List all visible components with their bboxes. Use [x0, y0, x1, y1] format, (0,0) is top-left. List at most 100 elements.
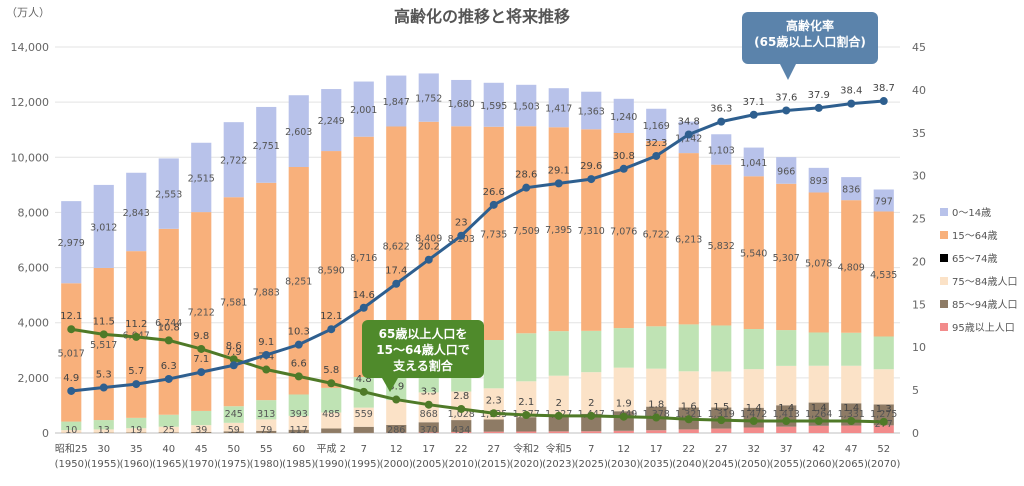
- bar-data-labels: 105,0172,979135,5173,012196,0472,843256,…: [58, 94, 898, 436]
- bar-segment: [549, 431, 569, 433]
- callout-support-ratio-text: 支える割合: [392, 358, 454, 373]
- bar-data-label: 7,310: [578, 226, 605, 237]
- bar-data-label: 2,722: [220, 156, 247, 167]
- x-axis-labels: 昭和25(1950)30(1955)35(1960)40(1965)45(197…: [55, 442, 901, 470]
- x-tick-label: 平成 2: [316, 443, 346, 455]
- y-right-tick-label: 30: [912, 170, 926, 183]
- bar-segment: [841, 366, 861, 404]
- legend-swatch: [940, 300, 948, 308]
- x-tick-year: (2055): [770, 459, 803, 470]
- legend-swatch: [940, 208, 948, 216]
- x-tick-year: (2070): [867, 459, 900, 470]
- line-marker: [815, 417, 823, 425]
- line-data-label: 1.4: [746, 403, 762, 414]
- line-data-label: 6.6: [291, 358, 307, 369]
- line-marker: [392, 396, 400, 404]
- bar-data-label: 2,603: [285, 127, 312, 138]
- line-marker: [197, 368, 205, 376]
- x-tick-year: (2005): [412, 459, 445, 470]
- callout-aging-rate: 高齢化率(65歳以上人口割合): [742, 12, 878, 80]
- y-left-tick-label: 0: [42, 427, 49, 440]
- legend-label: 85～94歳人口: [952, 299, 1017, 311]
- line-data-label: 5.7: [128, 366, 144, 377]
- bar-data-label: 39: [195, 425, 207, 436]
- bar-segment: [744, 369, 764, 408]
- bar-segment: [386, 400, 406, 425]
- x-tick-label: 52: [877, 444, 890, 455]
- line-marker: [685, 130, 693, 138]
- x-tick-label: 27: [487, 444, 500, 455]
- line-data-label: 38.4: [840, 86, 862, 97]
- bar-data-label: 3,012: [90, 222, 117, 233]
- line-marker: [880, 97, 888, 105]
- bar-data-label: 7,076: [610, 227, 637, 238]
- legend-label: 0～14歳: [952, 207, 991, 219]
- callout-aging-rate-text: (65歳以上人口割合): [754, 34, 866, 49]
- bar-segment: [484, 340, 504, 388]
- bar-segment: [776, 330, 796, 366]
- line-marker: [262, 366, 270, 374]
- bar-data-label: 7,509: [513, 226, 540, 237]
- bar-data-label: 245: [225, 409, 243, 420]
- x-tick-year: (2010): [445, 459, 478, 470]
- line-data-label: 4.9: [63, 373, 79, 384]
- bar-data-label: 370: [420, 425, 438, 436]
- bar-data-label: 1,103: [708, 145, 735, 156]
- callout-support-ratio-text: 65歳以上人口を: [379, 326, 468, 341]
- line-data-label: 29.6: [580, 161, 602, 172]
- line-data-label: 2.3: [486, 395, 502, 406]
- bar-data-label: 7,883: [253, 287, 280, 298]
- legend-swatch: [940, 323, 948, 331]
- line-data-label: 11.5: [93, 316, 115, 327]
- line-data-label: 17.4: [385, 266, 407, 277]
- y-left-tick-label: 6,000: [18, 262, 50, 275]
- legend-swatch: [940, 254, 948, 262]
- legend-label: 75～84歳人口: [952, 276, 1017, 288]
- line-marker: [522, 411, 530, 419]
- bar-data-label: 868: [420, 409, 438, 420]
- bar-data-label: 286: [387, 425, 405, 436]
- bar-segment: [679, 429, 699, 433]
- line-data-label: 1.5: [713, 402, 729, 413]
- line-data-label: 11.2: [125, 319, 147, 330]
- y-right-tick-label: 5: [912, 384, 919, 397]
- bar-segment: [614, 328, 634, 368]
- line-data-label: 38.7: [873, 83, 895, 94]
- line-marker: [457, 405, 465, 413]
- line-data-label: 29.1: [548, 165, 570, 176]
- line-data-label: 37.9: [808, 90, 830, 101]
- line-data-label: 10.3: [288, 327, 310, 338]
- x-tick-year: (1950): [55, 459, 88, 470]
- line-marker: [750, 111, 758, 119]
- line-marker: [685, 415, 693, 423]
- x-tick-label: 17: [650, 444, 663, 455]
- line-data-label: 12.1: [320, 311, 342, 322]
- y-right-tick-label: 40: [912, 84, 926, 97]
- line-marker: [620, 413, 628, 421]
- bar-segment: [809, 366, 829, 403]
- line-marker: [392, 280, 400, 288]
- x-tick-label: 7: [588, 444, 594, 455]
- line-data-label: 30.8: [613, 151, 635, 162]
- unit-label: （万人）: [6, 6, 50, 19]
- line-marker: [782, 417, 790, 425]
- bar-data-label: 485: [322, 409, 340, 420]
- bar-segment: [581, 431, 601, 433]
- x-tick-label: 32: [747, 444, 760, 455]
- line-marker: [750, 417, 758, 425]
- line-marker: [360, 304, 368, 312]
- x-tick-label: 50: [227, 444, 240, 455]
- bar-segment: [549, 331, 569, 376]
- y-left-tick-label: 8,000: [18, 206, 50, 219]
- legend-label: 95歳以上人口: [952, 322, 1015, 334]
- x-tick-year: (1985): [282, 459, 315, 470]
- x-tick-year: (2030): [607, 459, 640, 470]
- bar-data-label: 5,017: [58, 348, 85, 359]
- x-tick-label: 22: [455, 444, 468, 455]
- line-marker: [230, 361, 238, 369]
- bar-data-label: 6,213: [675, 235, 702, 246]
- line-marker: [100, 384, 108, 392]
- line-marker: [555, 412, 563, 420]
- x-tick-label: 30: [97, 444, 110, 455]
